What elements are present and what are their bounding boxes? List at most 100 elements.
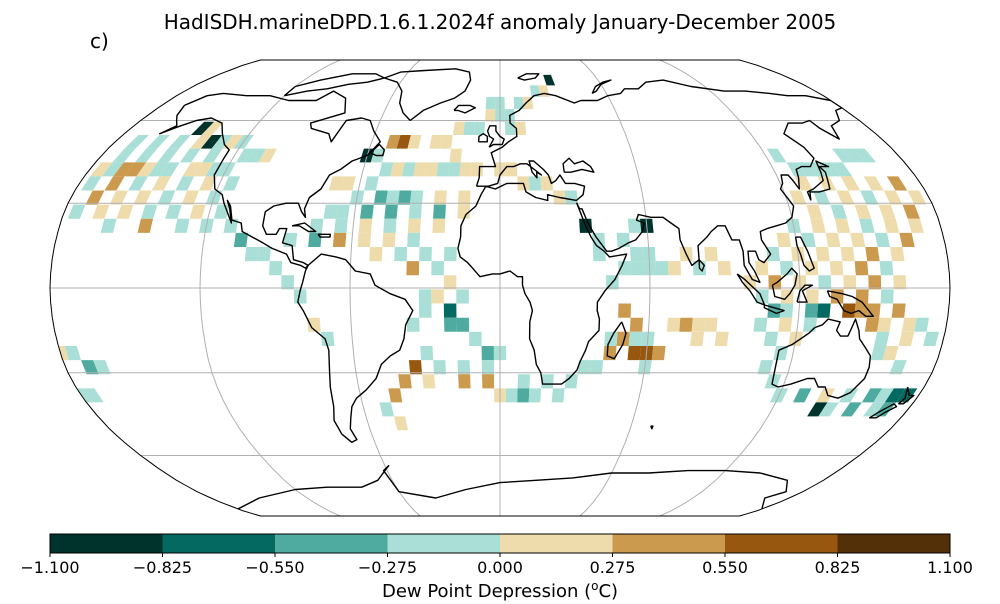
anomaly-cell	[116, 204, 134, 219]
anomaly-cell	[471, 162, 484, 177]
anomaly-cell	[320, 331, 335, 346]
anomaly-cell	[360, 204, 374, 219]
coastline-new-guinea	[826, 290, 874, 317]
anomaly-cell	[513, 96, 524, 110]
anomaly-cell	[874, 331, 890, 346]
anomaly-cell	[463, 121, 475, 135]
anomaly-cell	[482, 374, 495, 389]
anomaly-cell	[690, 331, 704, 346]
anomaly-cell	[200, 135, 223, 149]
anomaly-cell	[806, 204, 823, 219]
anomaly-cell	[408, 204, 422, 219]
anomaly-cell	[528, 176, 542, 191]
anomaly-cell	[804, 303, 819, 318]
anomaly-cell	[776, 232, 791, 247]
anomaly-cell	[815, 388, 836, 403]
anomaly-cell	[880, 289, 894, 304]
coastline-hispaniola	[317, 233, 331, 238]
anomaly-cell	[873, 388, 894, 403]
anomaly-cell	[222, 176, 241, 191]
anomaly-cell	[778, 317, 793, 332]
anomaly-cell	[93, 360, 111, 375]
coastline-greenland	[383, 68, 472, 122]
anomaly-cell	[907, 218, 924, 233]
anomaly-cell	[194, 162, 214, 177]
anomaly-cell	[136, 162, 158, 177]
colorbar-swatch	[50, 534, 163, 553]
anomaly-cell	[449, 148, 462, 163]
anomaly-cell	[843, 275, 857, 290]
anomaly-cell	[419, 247, 432, 262]
colorbar-tick-label: −0.825	[132, 558, 193, 577]
anomaly-cell	[159, 162, 180, 177]
anomaly-cell	[901, 317, 917, 332]
anomaly-cell	[757, 360, 774, 375]
coastline-australia	[771, 318, 872, 399]
anomaly-cell	[766, 148, 787, 163]
anomaly-cell	[878, 204, 896, 219]
anomaly-cell	[247, 148, 266, 163]
anomaly-cell	[666, 317, 681, 332]
anomaly-cell	[812, 190, 831, 205]
anomaly-cell	[616, 232, 630, 247]
coastline-britain	[486, 125, 505, 148]
coastline-sulawesi	[796, 284, 814, 303]
anomaly-cell	[469, 331, 482, 346]
anomaly-cell	[866, 303, 881, 318]
coastline-borneo	[771, 267, 798, 300]
anomaly-cell	[564, 190, 579, 205]
anomaly-cell	[517, 374, 530, 389]
anomaly-cell	[763, 331, 779, 346]
anomaly-cell	[551, 388, 565, 403]
anomaly-cell	[457, 204, 470, 219]
anomaly-cell	[174, 218, 190, 233]
anomaly-cell	[853, 148, 877, 163]
anomaly-cell	[413, 162, 427, 177]
anomaly-cell	[883, 190, 903, 205]
anomaly-cell	[244, 247, 259, 262]
colorbar-label: Dew Point Depression (oC)	[0, 574, 1000, 604]
anomaly-cell	[179, 148, 201, 163]
anomaly-cell	[655, 261, 669, 276]
colorbar-tick-labels: −1.100 −0.825 −0.550 −0.275 0.000 0.275 0.550 0…	[0, 558, 1000, 580]
anomaly-cell	[457, 190, 471, 205]
anomaly-cell	[481, 346, 494, 361]
colorbar-label-prefix: Dew Point Depression (	[381, 581, 592, 602]
anomaly-cell	[308, 232, 322, 247]
coastline-sumatra	[736, 273, 766, 306]
anomaly-cell	[879, 261, 894, 276]
anomaly-cell	[629, 317, 643, 332]
anomaly-cell	[589, 360, 604, 375]
anomaly-cell	[133, 190, 152, 205]
anomaly-cell	[481, 360, 494, 375]
anomaly-cell	[140, 204, 158, 219]
anomaly-cell	[543, 74, 556, 86]
anomaly-cell	[870, 346, 887, 361]
anomaly-cell	[522, 96, 534, 110]
anomaly-cell	[357, 232, 371, 247]
anomaly-cell	[433, 360, 447, 375]
anomaly-cell	[429, 135, 443, 149]
anomaly-cell	[432, 218, 446, 233]
anomaly-cell	[80, 176, 102, 191]
anomaly-cell	[406, 317, 420, 332]
anomaly-cell	[332, 232, 347, 247]
anomaly-cell	[433, 204, 446, 219]
anomaly-cell	[882, 346, 899, 361]
coastline-japan	[806, 160, 831, 201]
anomaly-cell	[418, 303, 432, 318]
anomaly-cell	[704, 247, 718, 262]
anomaly-cell	[384, 204, 398, 219]
coastlines	[159, 68, 915, 510]
anomaly-cell	[902, 204, 920, 219]
anomaly-cell	[147, 162, 169, 177]
anomaly-cell	[335, 204, 350, 219]
anomaly-cell	[128, 176, 148, 191]
anomaly-cell	[328, 176, 345, 191]
anomaly-cell	[473, 121, 485, 135]
anomaly-cell	[825, 232, 841, 247]
anomaly-cell	[112, 148, 136, 163]
anomaly-cell	[182, 162, 203, 177]
anomaly-cell	[802, 317, 818, 332]
anomaly-cell	[409, 190, 424, 205]
